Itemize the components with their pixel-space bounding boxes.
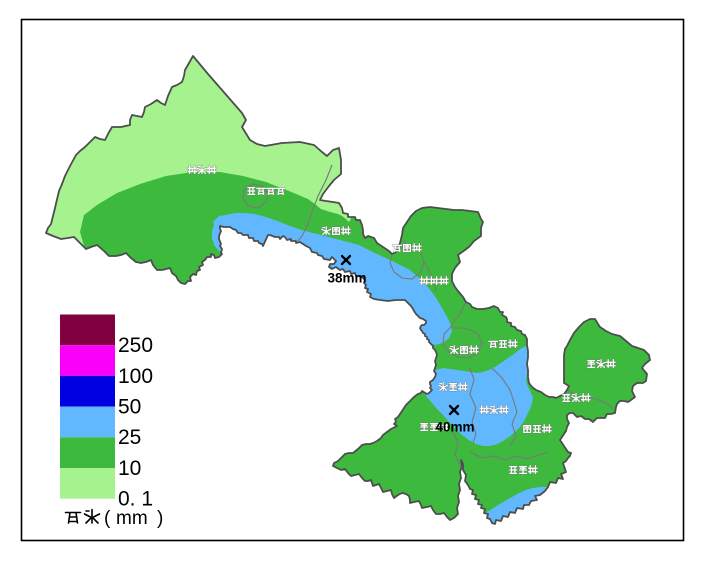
svg-text:38mm: 38mm — [327, 271, 366, 286]
svg-text:50: 50 — [118, 396, 141, 419]
svg-text:100: 100 — [118, 365, 153, 388]
svg-text:): ) — [157, 508, 163, 529]
svg-text:mm: mm — [116, 508, 148, 529]
svg-text:(: ( — [104, 508, 111, 529]
svg-text:250: 250 — [118, 334, 153, 357]
svg-text:25: 25 — [118, 426, 141, 449]
svg-text:40mm: 40mm — [435, 420, 474, 435]
svg-text:10: 10 — [118, 457, 141, 480]
svg-text:0. 1: 0. 1 — [118, 488, 153, 511]
